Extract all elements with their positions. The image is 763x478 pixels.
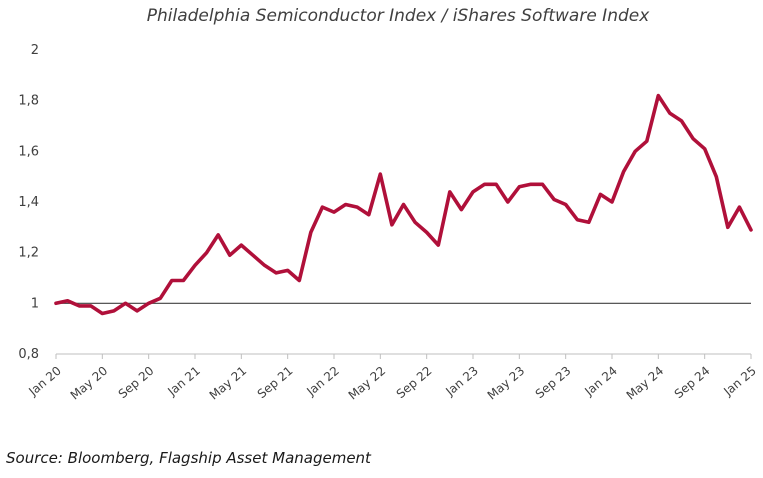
x-axis-ticks: Jan 20 May 20 Sep 20 Jan 21 May 21 Sep 21 Jan … — [25, 364, 759, 403]
x-tick-label: May 22 — [346, 364, 389, 403]
x-tick-label: May 24 — [624, 364, 667, 403]
y-axis-ticks: 0,8 1 1,2 1,4 1,6 1,8 2 — [18, 43, 39, 362]
x-tick-label: Sep 24 — [672, 364, 713, 402]
chart-title: Philadelphia Semiconductor Index / iShar… — [147, 6, 651, 26]
series-line — [54, 93, 753, 316]
y-tick-label: 1,4 — [18, 195, 39, 210]
x-tick-label: Jan 23 — [442, 364, 481, 400]
source-note: Source: Bloomberg, Flagship Asset Manage… — [6, 449, 371, 467]
x-tick-label: Sep 23 — [533, 364, 574, 402]
x-tick-label: May 20 — [68, 364, 111, 403]
y-tick-label: 1 — [31, 296, 39, 311]
y-tick-label: 1,8 — [18, 94, 39, 109]
y-tick-label: 1,2 — [18, 246, 39, 261]
y-tick-label: 0,8 — [18, 347, 39, 362]
x-tick-label: Sep 20 — [116, 364, 157, 402]
x-tick-label: Jan 24 — [581, 364, 620, 400]
x-tick-label: Sep 22 — [394, 364, 435, 402]
y-tick-label: 1,6 — [18, 144, 39, 159]
x-tick-label: May 23 — [485, 364, 528, 403]
x-tick-label: Jan 22 — [303, 364, 342, 400]
x-tick-label: Jan 21 — [164, 364, 203, 400]
x-tick-label: Jan 25 — [720, 364, 759, 400]
y-tick-label: 2 — [31, 43, 39, 58]
x-tick-label: Jan 20 — [25, 364, 64, 400]
x-axis-tick-marks — [55, 354, 752, 359]
x-tick-label: May 21 — [207, 364, 250, 403]
x-tick-label: Sep 21 — [255, 364, 296, 402]
